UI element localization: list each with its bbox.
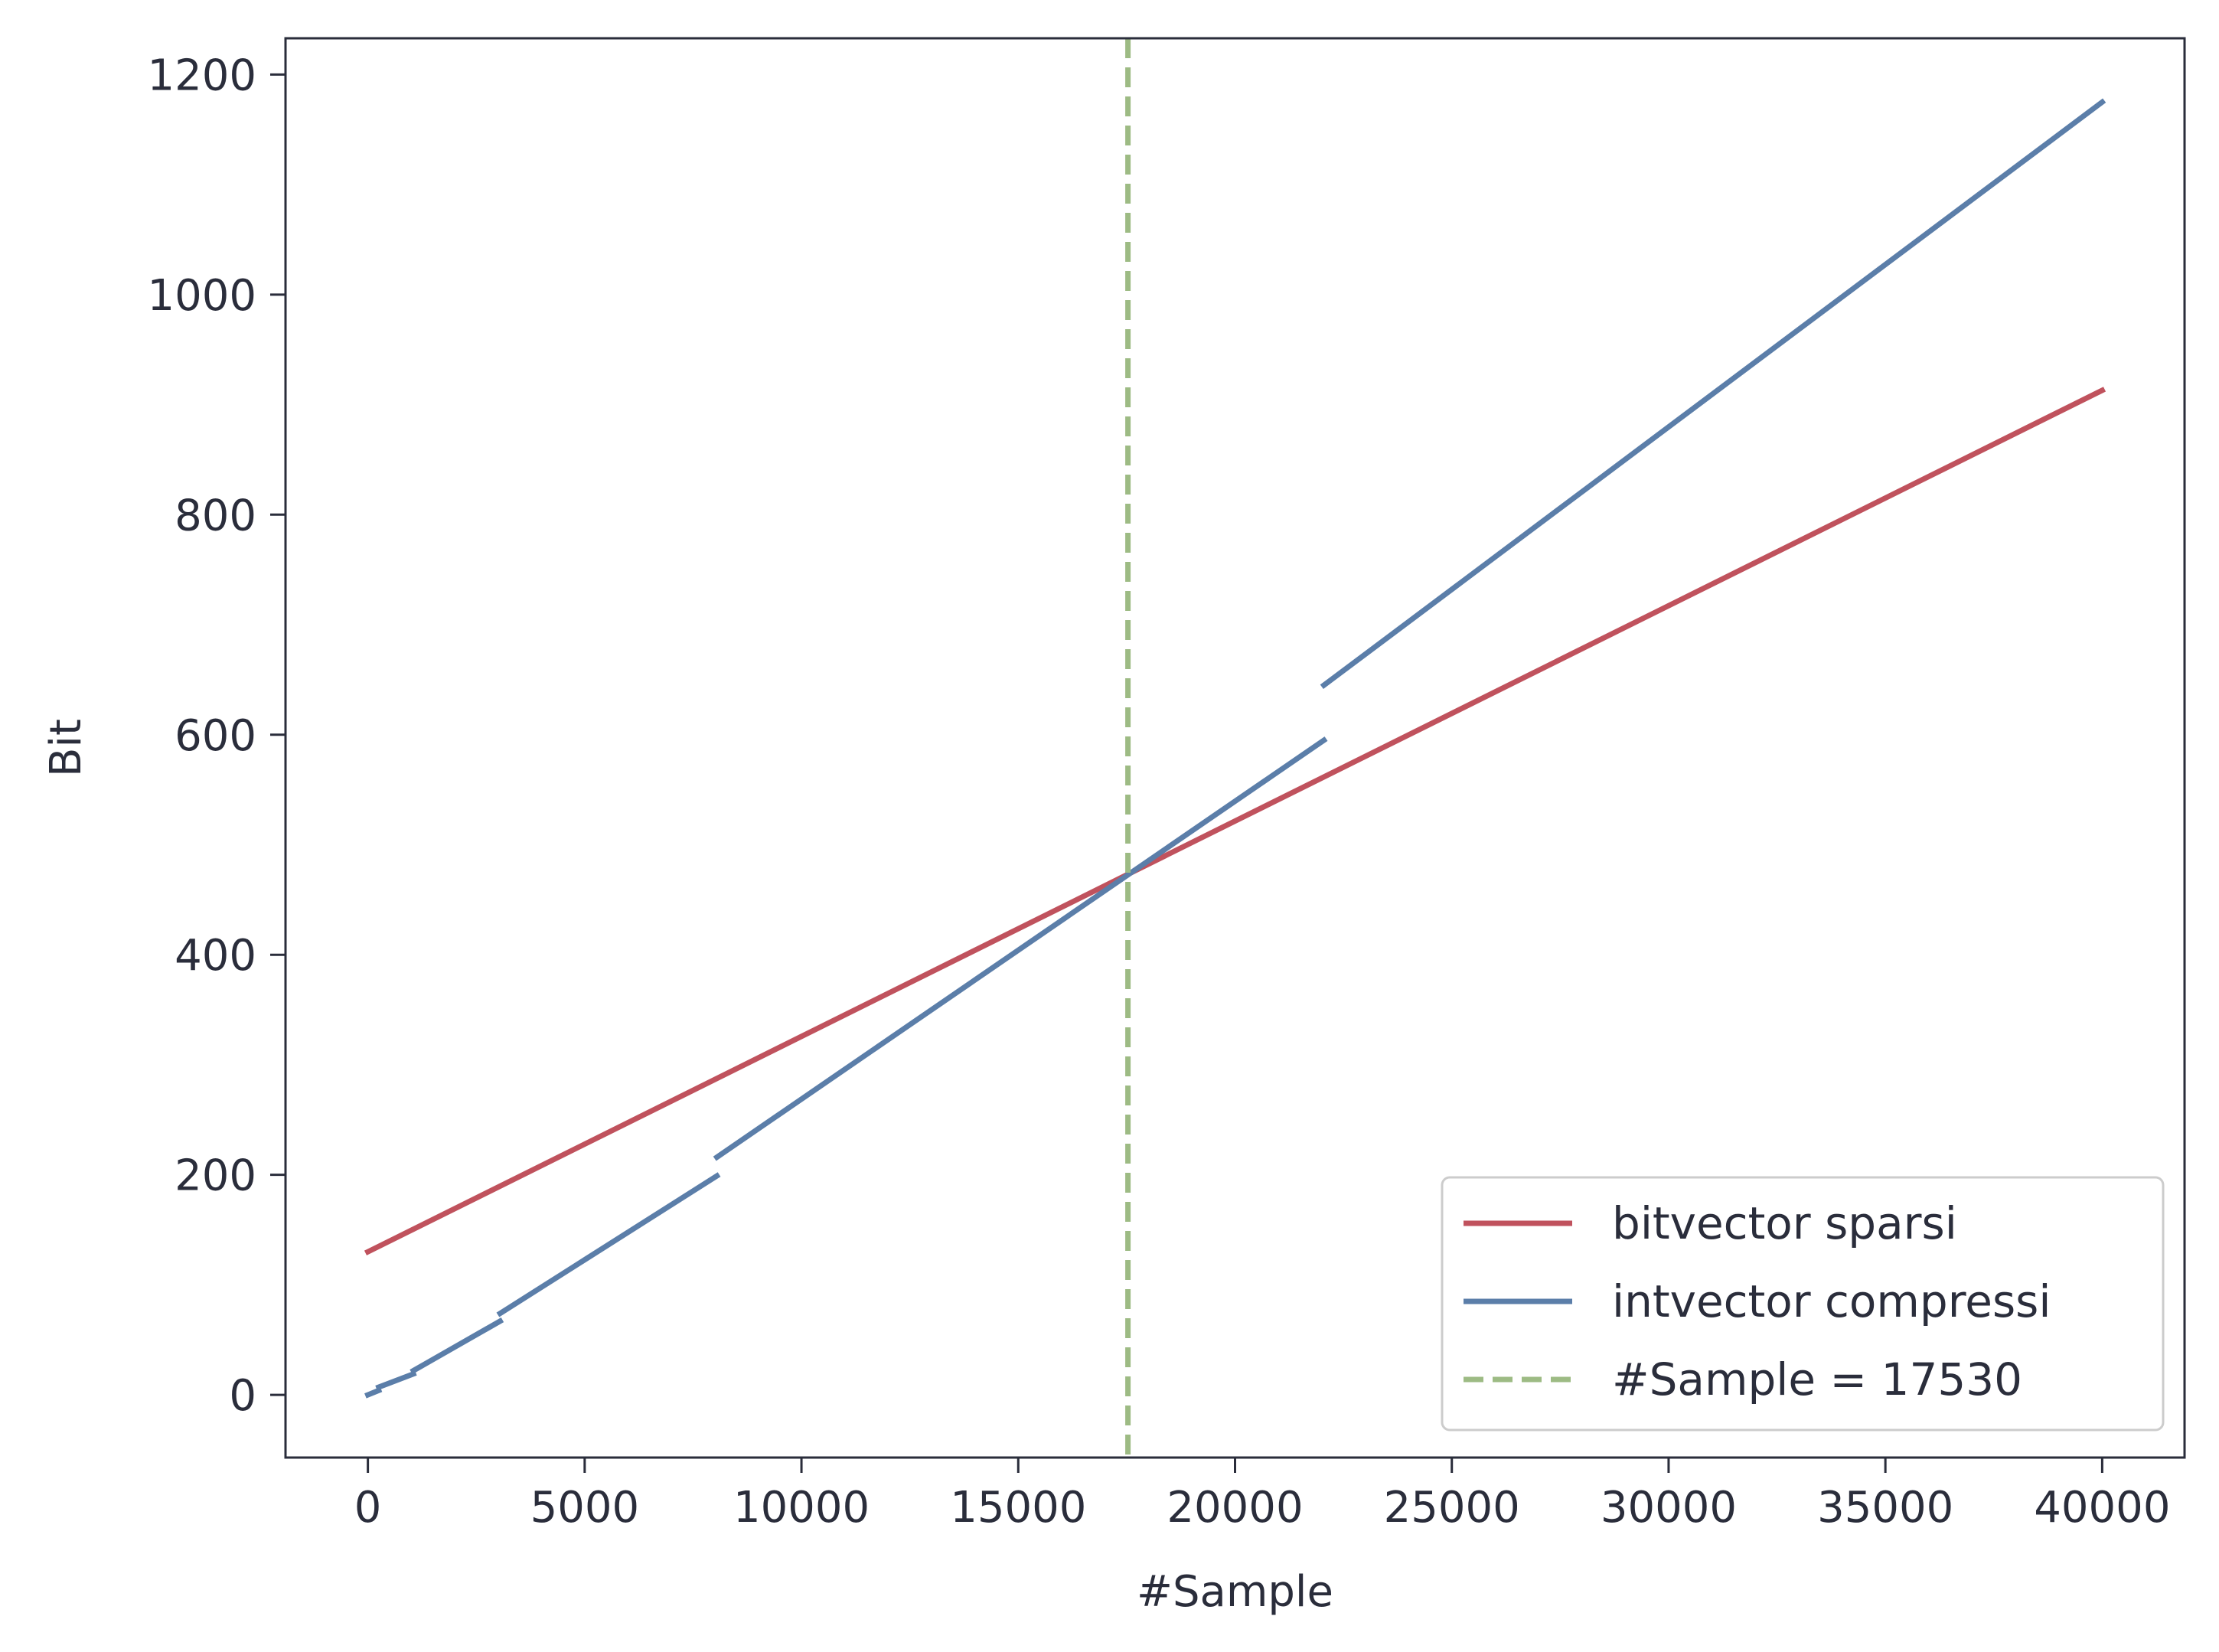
series-1-segment-2 xyxy=(410,1317,504,1375)
series-1-segment-1 xyxy=(375,1370,417,1391)
y-tick-label-5: 1000 xyxy=(147,271,256,321)
series-1-segment-5 xyxy=(1320,98,2106,689)
y-axis: 0 200 400 600 800 1000 1200 xyxy=(147,51,286,1421)
legend-label-1: intvector compressi xyxy=(1612,1275,2051,1327)
x-tick-label-2: 10000 xyxy=(733,1483,870,1533)
legend-label-2: #Sample = 17530 xyxy=(1612,1353,2022,1406)
y-axis-label: Bit xyxy=(41,719,91,777)
y-tick-label-4: 800 xyxy=(175,491,256,540)
y-tick-label-2: 400 xyxy=(175,931,256,981)
legend: bitvector sparsi intvector compressi #Samp… xyxy=(1441,1176,2165,1432)
x-axis: 0 5000 10000 15000 20000 25000 30000 35000 40000 xyxy=(354,1458,2170,1533)
x-tick-label-5: 25000 xyxy=(1384,1483,1520,1533)
legend-label-0: bitvector sparsi xyxy=(1612,1197,1957,1249)
series-1-segment-0 xyxy=(364,1386,383,1399)
y-tick-label-3: 600 xyxy=(175,711,256,761)
x-tick-label-7: 35000 xyxy=(1817,1483,1953,1533)
legend-box xyxy=(1441,1176,2165,1432)
series-1-segment-3 xyxy=(496,1172,721,1317)
y-tick-label-0: 0 xyxy=(229,1371,256,1421)
x-tick-label-1: 5000 xyxy=(530,1483,640,1533)
x-tick-label-6: 30000 xyxy=(1601,1483,1737,1533)
x-axis-label: #Sample xyxy=(1137,1567,1333,1617)
y-tick-label-6: 1200 xyxy=(147,51,256,100)
series-1-segment-4 xyxy=(713,736,1328,1161)
y-tick-label-1: 200 xyxy=(175,1151,256,1201)
x-tick-label-8: 40000 xyxy=(2034,1483,2170,1533)
plot-lines xyxy=(364,38,2106,1458)
x-tick-label-0: 0 xyxy=(354,1483,382,1533)
x-tick-label-4: 20000 xyxy=(1167,1483,1303,1533)
x-tick-label-3: 15000 xyxy=(950,1483,1086,1533)
series-0-segment-0 xyxy=(364,387,2106,1255)
